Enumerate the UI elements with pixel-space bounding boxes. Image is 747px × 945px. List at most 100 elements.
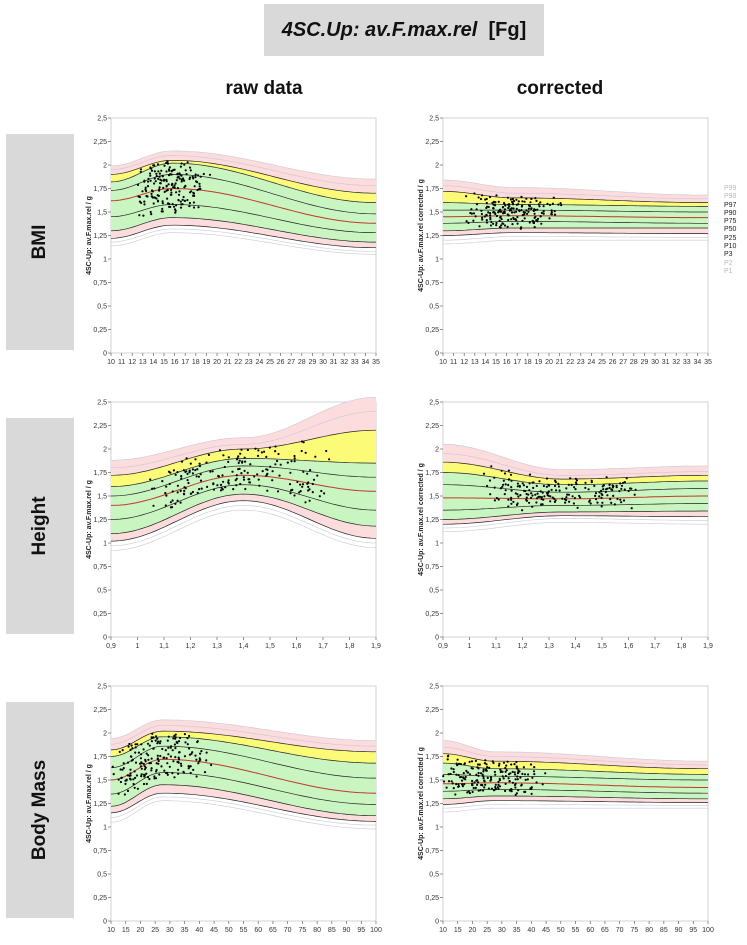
data-point [188,205,191,208]
data-point [112,773,115,776]
data-point [498,785,502,788]
x-tick-label: 17 [513,359,521,366]
x-tick-label: 75 [630,927,638,934]
data-point [497,211,500,214]
data-point [482,770,485,773]
x-tick-label: 35 [513,927,521,934]
data-point [217,475,220,478]
x-tick-label: 10 [107,927,115,934]
data-point [450,767,453,770]
data-point [314,455,317,458]
data-point [138,214,141,217]
x-tick-label: 0,9 [106,643,116,650]
percentile-line-p25 [110,204,377,234]
data-point [132,782,135,786]
data-point [508,780,511,783]
percentile-line-p10 [442,795,708,800]
data-point [161,202,164,205]
data-point [531,481,534,484]
data-point [545,477,549,480]
data-point [183,755,187,758]
percentile-line-p1 [443,522,708,532]
percentile-line-p97 [110,429,377,476]
data-point [138,195,141,199]
data-point [158,773,161,776]
data-point [442,780,446,783]
data-point [468,773,472,776]
x-tick-label: 1,4 [571,643,581,650]
data-point [490,787,494,790]
data-point [160,765,163,768]
data-point [564,501,567,504]
data-point [501,775,504,778]
data-point [510,489,513,492]
data-point [482,789,485,792]
data-point [536,217,540,220]
data-point [227,481,230,484]
data-point [542,498,545,501]
data-point [588,500,591,503]
data-point [182,179,185,182]
x-tick-label: 25 [483,927,491,934]
data-point [174,182,177,185]
y-tick-label: 0,5 [97,588,107,595]
data-point [612,494,615,497]
data-point [467,221,470,224]
data-point [520,784,523,787]
percentile-line-p3 [443,232,708,236]
row-label-bmi: BMI [6,134,74,350]
data-point [497,498,500,501]
data-point [199,752,202,755]
data-point [630,487,633,490]
data-point [517,209,521,212]
data-point [479,789,482,792]
x-tick-label: 21 [556,359,564,366]
data-point [516,775,519,778]
data-point [311,491,314,494]
data-point [188,471,191,474]
data-point [197,475,200,478]
data-point [140,743,143,746]
y-tick-label: 2,25 [425,707,439,714]
legend-item-p1: P1 [724,267,733,275]
data-point [147,180,150,183]
y-tick-label: 2 [103,447,107,454]
x-tick-label: 95 [357,927,365,934]
data-point [515,792,518,795]
x-tick-label: 35 [372,359,380,366]
y-tick-label: 1,25 [93,233,107,240]
x-tick-label: 12 [460,359,468,366]
data-point [570,483,573,486]
y-tick-label: 0 [435,919,439,926]
data-point [574,488,577,491]
data-point [520,209,523,212]
data-point [512,500,515,503]
y-tick-label: 0,25 [425,327,439,334]
data-point [164,749,167,752]
data-point [506,213,509,216]
legend-item-p10: P10 [724,243,737,251]
data-point [161,480,164,483]
data-point [484,198,487,201]
data-point [157,762,160,765]
y-tick-label: 2,5 [97,116,107,123]
data-point [289,471,292,474]
y-tick-label: 0,5 [429,588,439,595]
data-point [505,769,508,772]
data-point [514,773,517,776]
data-point [194,754,197,757]
data-point [525,197,528,200]
data-point [134,751,137,754]
band-p90-p97 [111,160,376,203]
data-point [524,490,527,493]
data-point [146,195,149,198]
band-p10-p90 [443,202,708,231]
data-point [120,776,123,779]
data-point [538,480,541,483]
data-point [483,779,486,782]
band-p97-p99 [111,150,376,194]
data-point [535,497,539,500]
data-point [178,172,181,175]
data-point [177,193,181,196]
data-point [497,780,500,783]
